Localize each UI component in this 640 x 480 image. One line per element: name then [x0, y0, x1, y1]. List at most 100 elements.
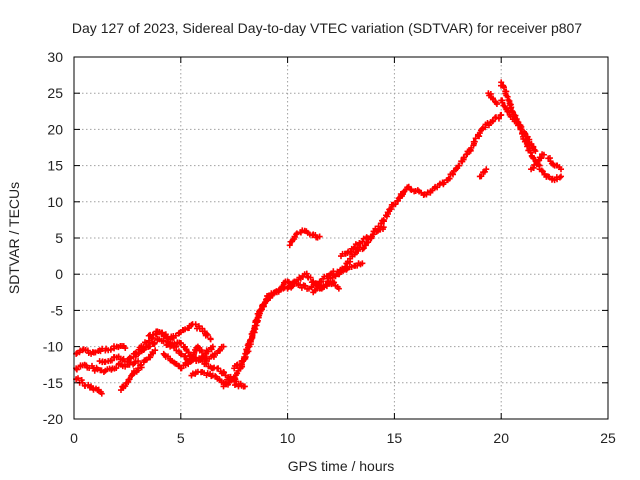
series-arc-17 — [476, 166, 490, 180]
trace-marker — [456, 162, 463, 169]
data-point — [135, 358, 142, 365]
series-arc-11 — [231, 278, 289, 372]
trace-marker — [266, 293, 273, 300]
trace-marker — [505, 96, 512, 103]
trace-marker — [73, 366, 80, 373]
trace-marker — [450, 171, 457, 178]
series-arc-1 — [73, 375, 105, 397]
series-arc-9 — [188, 368, 248, 390]
series-arc-8 — [160, 343, 227, 372]
trace-marker — [546, 173, 553, 180]
trace-marker — [215, 365, 222, 372]
trace-marker — [478, 173, 485, 180]
data-point — [241, 383, 248, 390]
series-arc-5 — [117, 347, 159, 394]
trace-marker — [318, 278, 325, 285]
trace-marker — [302, 282, 309, 289]
trace-marker — [307, 274, 314, 281]
trace-marker — [336, 271, 343, 278]
trace-marker — [140, 343, 147, 350]
trace-marker — [189, 355, 196, 362]
trace-marker — [122, 383, 129, 390]
series-arc-7 — [145, 328, 216, 365]
y-tick-label: 10 — [47, 194, 63, 210]
y-tick-label: -10 — [43, 339, 63, 355]
x-tick-label: 25 — [600, 430, 616, 446]
data-point — [316, 233, 323, 240]
trace-marker — [149, 350, 156, 357]
trace-marker — [446, 175, 453, 182]
trace-marker — [178, 340, 185, 347]
trace-marker — [203, 330, 210, 337]
grid — [74, 57, 608, 419]
data-point — [532, 148, 539, 155]
series-arc-22 — [536, 166, 565, 184]
trace-marker — [355, 247, 362, 254]
x-tick-label: 5 — [177, 430, 185, 446]
trace-marker — [351, 244, 358, 251]
trace-marker — [257, 307, 264, 314]
trace-marker — [508, 104, 515, 111]
trace-marker — [490, 117, 497, 124]
trace-marker — [501, 103, 508, 110]
y-tick-label: -20 — [43, 411, 63, 427]
trace-marker — [331, 279, 338, 286]
series-arc-3 — [73, 342, 129, 357]
trace-marker — [538, 167, 545, 174]
trace-marker — [210, 353, 217, 360]
trace-marker — [151, 339, 158, 346]
x-tick-label: 0 — [70, 430, 78, 446]
x-tick-label: 15 — [387, 430, 403, 446]
series-arc-10 — [220, 282, 295, 390]
data-point — [323, 282, 330, 289]
data-point — [207, 336, 214, 343]
trace-marker — [185, 361, 192, 368]
x-tick-label: 20 — [493, 430, 509, 446]
trace-marker — [251, 324, 258, 331]
data-point — [540, 151, 547, 158]
trace-marker — [204, 331, 211, 338]
series-arc-15 — [310, 278, 342, 296]
data-point — [493, 101, 500, 108]
data-point — [220, 343, 227, 350]
trace-marker — [216, 347, 223, 354]
trace-marker — [113, 365, 120, 372]
trace-marker — [293, 230, 300, 237]
trace-marker — [74, 375, 81, 382]
data-point — [380, 224, 387, 231]
trace-marker — [204, 348, 211, 355]
trace-marker — [108, 357, 115, 364]
trace-marker — [392, 201, 399, 208]
data-point — [498, 111, 505, 118]
trace-marker — [556, 174, 563, 181]
data-point — [135, 365, 142, 372]
trace-marker — [198, 348, 205, 355]
data-point — [98, 390, 105, 397]
trace-marker — [495, 115, 502, 122]
trace-marker — [182, 352, 189, 359]
data-point — [359, 260, 366, 267]
data-point — [126, 376, 133, 383]
data-point — [122, 345, 129, 352]
y-tick-label: 5 — [55, 230, 63, 246]
series-arc-14 — [286, 227, 323, 249]
y-tick-label: 20 — [47, 121, 63, 137]
trace-marker — [192, 321, 199, 328]
y-tick-label: 30 — [47, 49, 63, 65]
series-arc-18 — [485, 90, 500, 108]
trace-marker — [132, 350, 139, 357]
trace-marker — [471, 138, 478, 145]
data-point — [558, 173, 565, 180]
y-tick-label: 15 — [47, 158, 63, 174]
data-point — [558, 166, 565, 173]
trace-marker — [203, 347, 210, 354]
y-tick-label: 0 — [55, 266, 63, 282]
trace-marker — [82, 382, 89, 389]
trace-marker — [280, 281, 287, 288]
trace-marker — [380, 216, 387, 223]
series-arc-21 — [528, 151, 547, 173]
data-point — [209, 343, 216, 350]
trace-marker — [478, 126, 485, 133]
x-tick-label: 10 — [280, 430, 296, 446]
